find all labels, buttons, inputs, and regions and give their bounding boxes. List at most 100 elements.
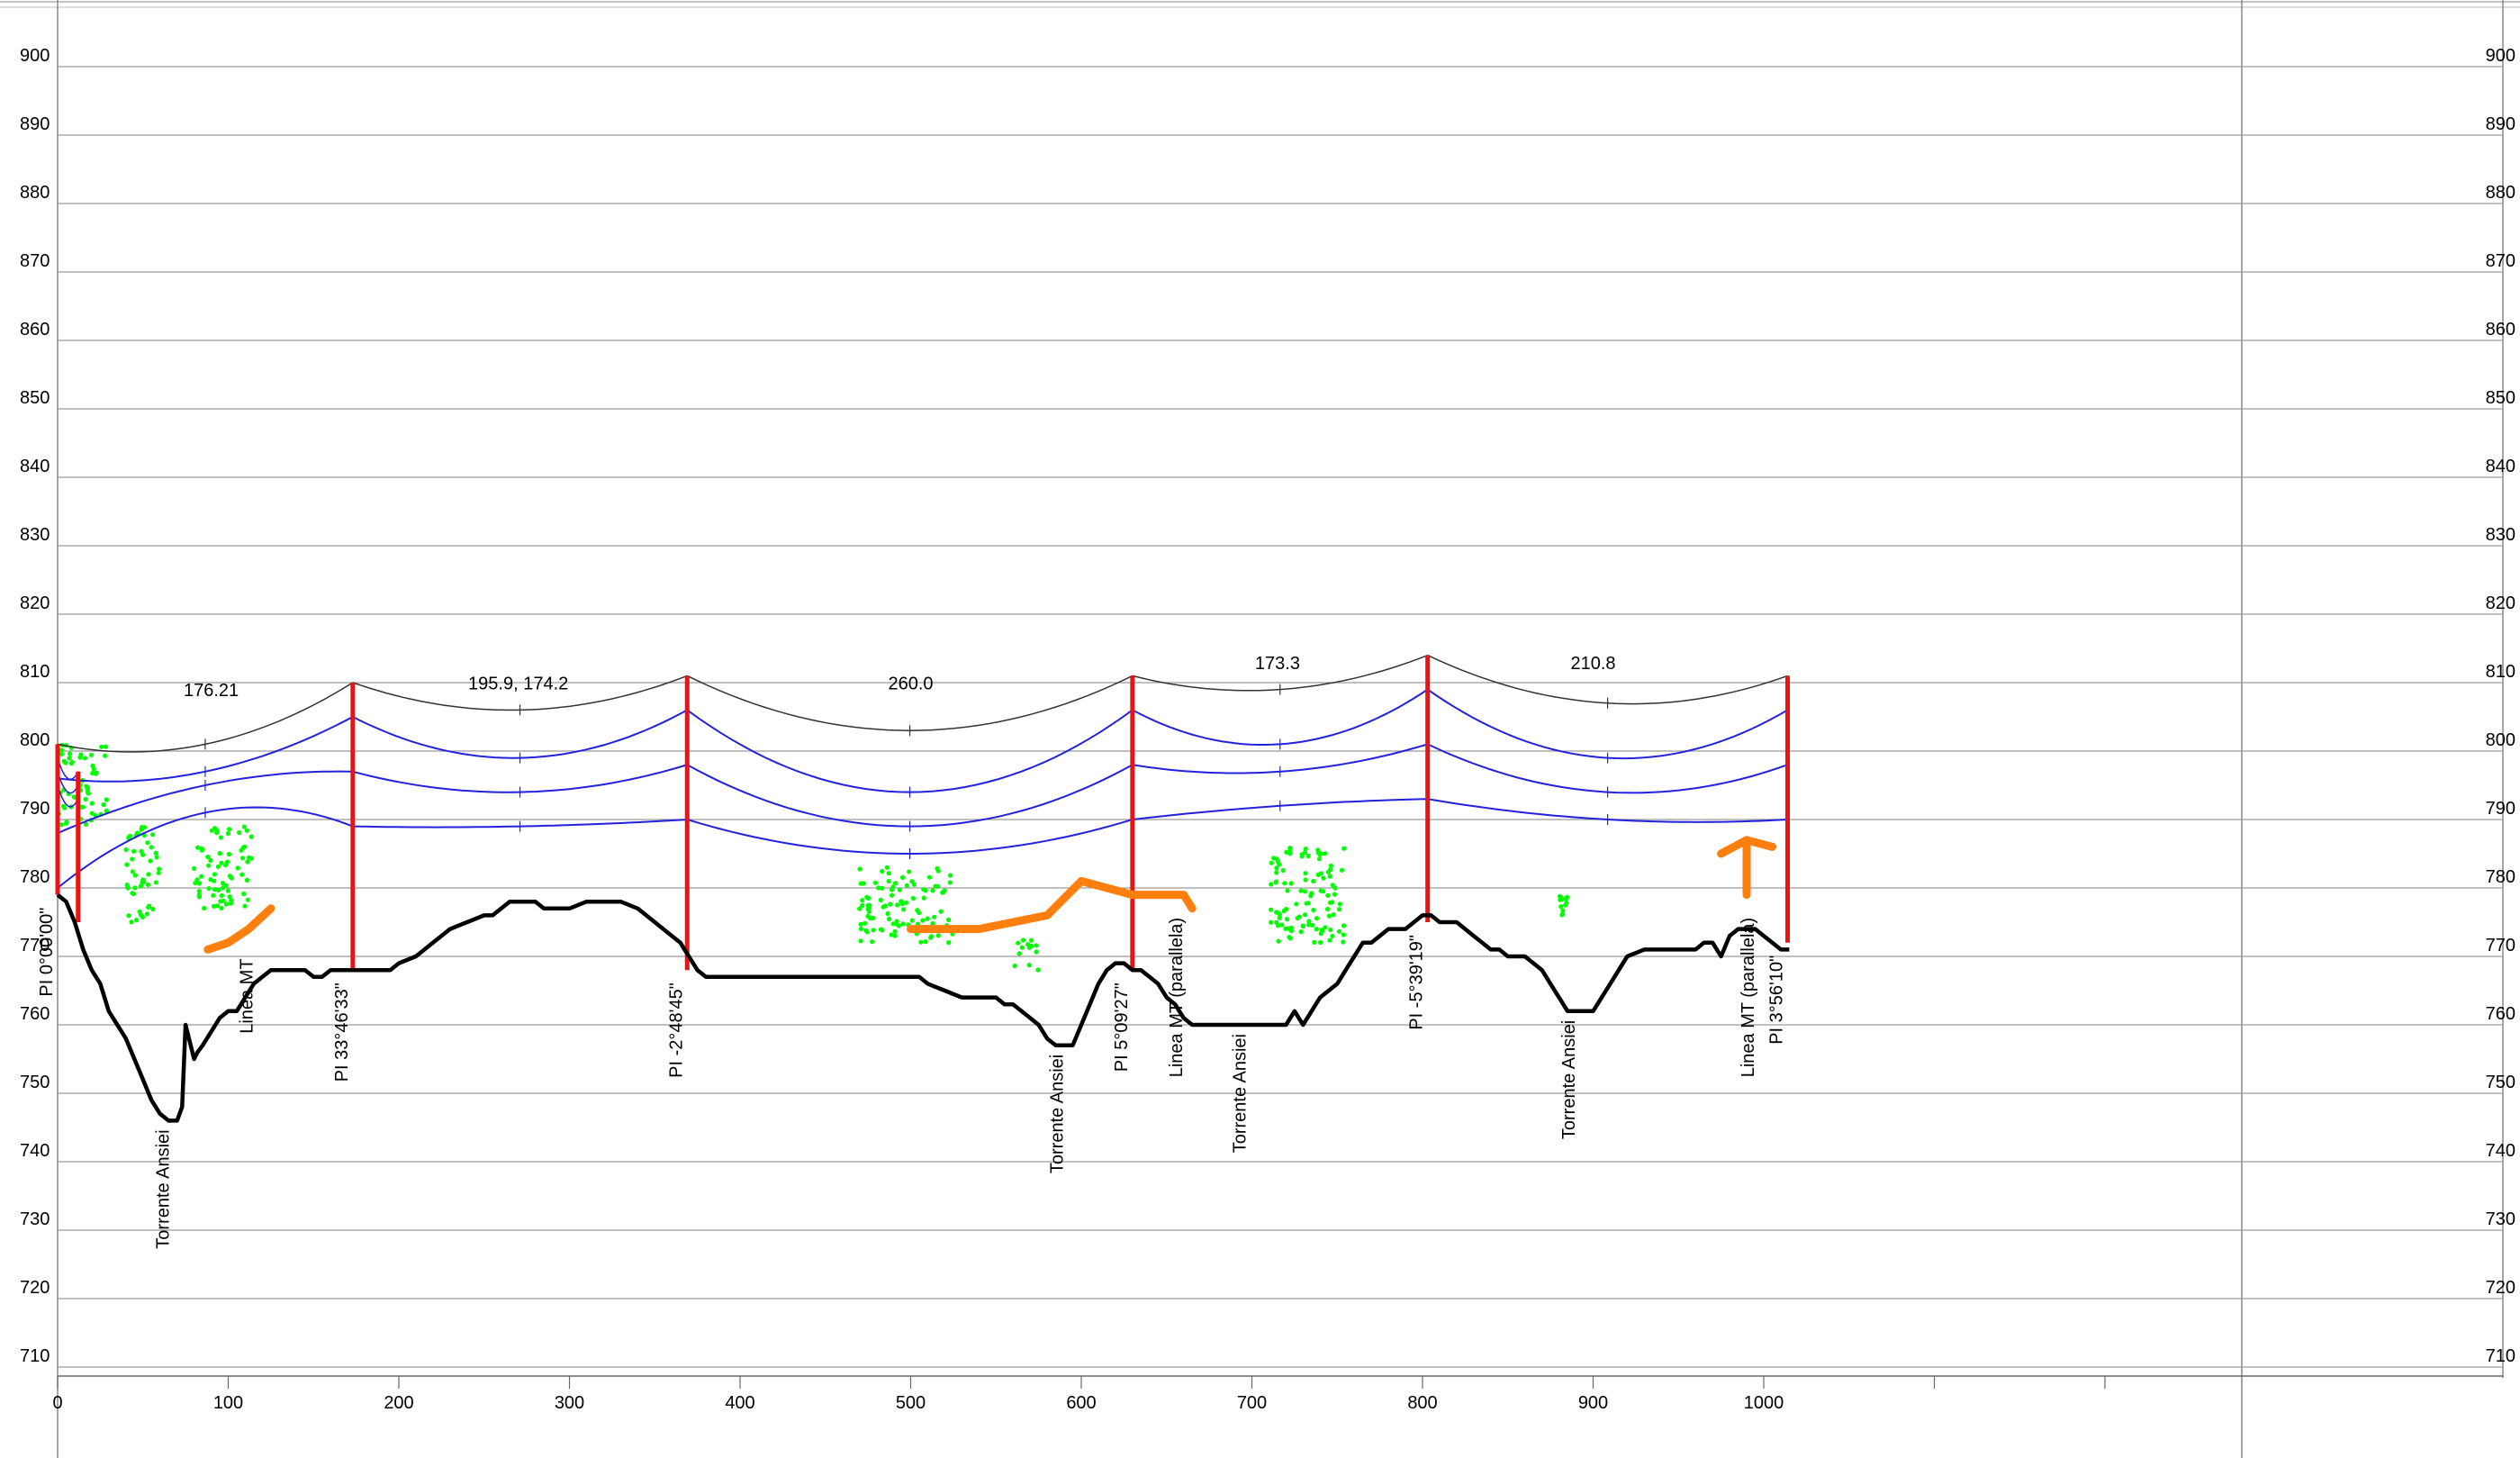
vegetation-point <box>930 920 935 926</box>
vegetation-point <box>1269 860 1274 865</box>
y-tick-labels-left: 710 720 730 740 750 760 770 780 790 800 810 820 830 8… <box>20 46 50 1366</box>
y-tick-label-right: 820 <box>2486 593 2515 613</box>
y-tick-label-right: 890 <box>2486 114 2515 134</box>
vegetation-point <box>139 825 145 830</box>
vegetation-point <box>202 905 207 911</box>
support-label: PI -5°39'19" <box>1407 935 1427 1030</box>
vegetation-point <box>946 940 952 946</box>
support-label: PI 5°09'27" <box>1112 983 1132 1072</box>
vegetation-point <box>1020 937 1026 943</box>
vegetation-point <box>206 886 212 892</box>
vegetation-point <box>1318 871 1323 876</box>
vegetation-point <box>62 805 68 811</box>
vegetation-point <box>1016 940 1021 946</box>
y-gridlines <box>58 66 2503 1368</box>
vegetation-point <box>59 751 65 757</box>
vegetation-point <box>890 921 896 927</box>
vegetation-point <box>199 847 204 853</box>
vegetation-point <box>212 872 217 877</box>
vegetation-point <box>1339 867 1345 873</box>
vegetation-point <box>1034 943 1039 948</box>
vegetation-point <box>235 865 240 871</box>
vegetation-point <box>196 881 203 886</box>
vegetation-point <box>1035 967 1041 973</box>
vegetation-point <box>1012 963 1017 969</box>
vegetation-point <box>242 844 248 849</box>
x-tick-label: 300 <box>555 1393 584 1413</box>
x-tick-label: 900 <box>1578 1393 1608 1413</box>
vegetation-point <box>880 928 885 933</box>
vegetation-point <box>199 874 204 879</box>
vegetation-point <box>64 820 69 826</box>
terrain-profile <box>56 892 1790 1123</box>
vegetation-point <box>935 883 941 889</box>
vegetation-point <box>1306 919 1312 924</box>
vegetation-point <box>227 827 232 832</box>
support-label: PI 0°00'00" <box>37 908 57 997</box>
vegetation-point <box>78 752 84 757</box>
vegetation-point <box>1325 892 1331 898</box>
vegetation-point <box>223 883 229 889</box>
vegetation-point <box>244 828 249 833</box>
x-gridlines <box>57 1376 2106 1389</box>
vegetation-point <box>68 751 73 756</box>
vegetation-point <box>1277 862 1282 867</box>
vegetation-point <box>1564 896 1569 901</box>
vegetation-point <box>150 906 156 912</box>
vegetation-point <box>91 766 96 772</box>
y-tick-label-right: 780 <box>2486 867 2515 887</box>
vegetation-point <box>871 928 876 933</box>
vegetation-point <box>897 887 902 892</box>
vegetation-point <box>85 785 90 791</box>
vegetation-point <box>83 796 88 802</box>
y-tick-label-left: 800 <box>20 730 50 750</box>
vegetation-point <box>918 939 924 945</box>
vegetation-point <box>1302 849 1308 856</box>
span-labels: 176.21 195.9, 174.2 260.0 173.3 210.8 <box>184 654 1616 701</box>
vegetation-point <box>193 880 198 886</box>
vegetation-point <box>1029 943 1034 948</box>
vegetation-point <box>880 885 885 892</box>
vegetation-point <box>146 872 151 877</box>
vegetation-point <box>1274 910 1279 915</box>
feature-label: Torrente Ansiei <box>1048 1055 1068 1173</box>
feature-label: Linea MT (parallela) <box>1167 918 1187 1078</box>
vegetation-point <box>1034 949 1039 955</box>
x-tick-label: 400 <box>725 1393 754 1413</box>
vegetation-point <box>1287 846 1293 851</box>
vegetation-point <box>192 865 197 872</box>
y-tick-label-left: 730 <box>20 1209 50 1229</box>
y-tick-label-left: 740 <box>20 1141 50 1161</box>
vegetation-point <box>1341 932 1346 937</box>
vegetation-point <box>1275 923 1281 928</box>
vegetation-point <box>225 830 230 837</box>
vegetation-point <box>126 913 131 919</box>
span-label: 210.8 <box>1570 654 1615 674</box>
vegetation-point <box>923 939 928 945</box>
vegetation-point <box>1308 893 1314 899</box>
vegetation-point <box>900 921 906 927</box>
vegetation-point <box>219 905 224 911</box>
y-tick-label-left: 750 <box>20 1073 50 1092</box>
y-tick-label-right: 840 <box>2486 457 2515 476</box>
vegetation-point <box>920 918 926 923</box>
vegetation-point <box>1303 877 1308 883</box>
vegetation-point <box>1285 888 1290 893</box>
vegetation-point <box>89 811 95 816</box>
vegetation-point <box>229 875 234 881</box>
vegetation-point <box>241 824 247 829</box>
vegetation-point <box>1314 916 1320 921</box>
vegetation-point <box>130 869 135 874</box>
support-label: PI 33°46'33" <box>332 983 352 1082</box>
vegetation-point <box>215 864 221 869</box>
vegetation-point <box>947 880 953 885</box>
vegetation-point <box>1314 927 1319 932</box>
vegetation-point <box>1310 922 1315 928</box>
vegetation-point <box>940 890 945 895</box>
vegetation-point <box>1269 882 1274 887</box>
vegetation-point <box>154 855 159 860</box>
vegetation-point <box>1026 963 1032 968</box>
y-tick-label-right: 830 <box>2486 525 2515 545</box>
vegetation-point <box>196 894 202 900</box>
vegetation-point <box>1316 856 1323 862</box>
